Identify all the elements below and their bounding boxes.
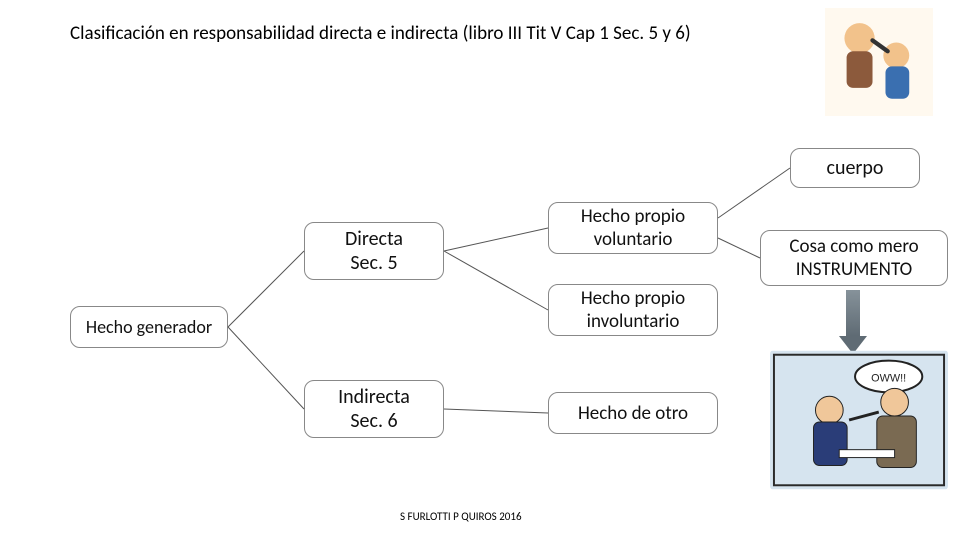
node-cosa-l1: Cosa como mero <box>789 235 918 258</box>
node-otro-l1: Hecho de otro <box>578 402 688 425</box>
node-cosa-l2: INSTRUMENTO <box>796 258 913 281</box>
illustration-top-right <box>820 8 938 116</box>
node-involuntario-l2: involuntario <box>587 310 680 333</box>
node-directa-l2: Sec. 5 <box>350 251 397 275</box>
node-indirecta-l2: Sec. 6 <box>350 409 397 433</box>
node-root-l1: Hecho generador <box>86 316 212 338</box>
node-involuntario-l1: Hecho propio <box>581 287 685 310</box>
node-cosa: Cosa como mero INSTRUMENTO <box>760 230 948 286</box>
node-voluntario: Hecho propio voluntario <box>548 202 718 254</box>
node-voluntario-l1: Hecho propio <box>581 205 685 228</box>
node-directa: Directa Sec. 5 <box>304 222 444 280</box>
svg-text:OWW!!: OWW!! <box>871 372 906 384</box>
arrow-shaft <box>846 290 860 336</box>
node-otro: Hecho de otro <box>548 392 718 434</box>
node-involuntario: Hecho propio involuntario <box>548 284 718 336</box>
node-indirecta-l1: Indirecta <box>338 385 410 409</box>
node-directa-l1: Directa <box>345 227 403 251</box>
illustration-bottom-right: OWW!! <box>770 350 948 490</box>
node-voluntario-l2: voluntario <box>594 228 673 251</box>
footer-credit: S FURLOTTI P QUIROS 2016 <box>400 510 522 523</box>
node-root: Hecho generador <box>70 306 228 348</box>
slide-title: Clasificación en responsabilidad directa… <box>70 22 790 45</box>
node-cuerpo-l1: cuerpo <box>827 156 884 180</box>
node-cuerpo: cuerpo <box>790 148 920 188</box>
node-indirecta: Indirecta Sec. 6 <box>304 380 444 438</box>
